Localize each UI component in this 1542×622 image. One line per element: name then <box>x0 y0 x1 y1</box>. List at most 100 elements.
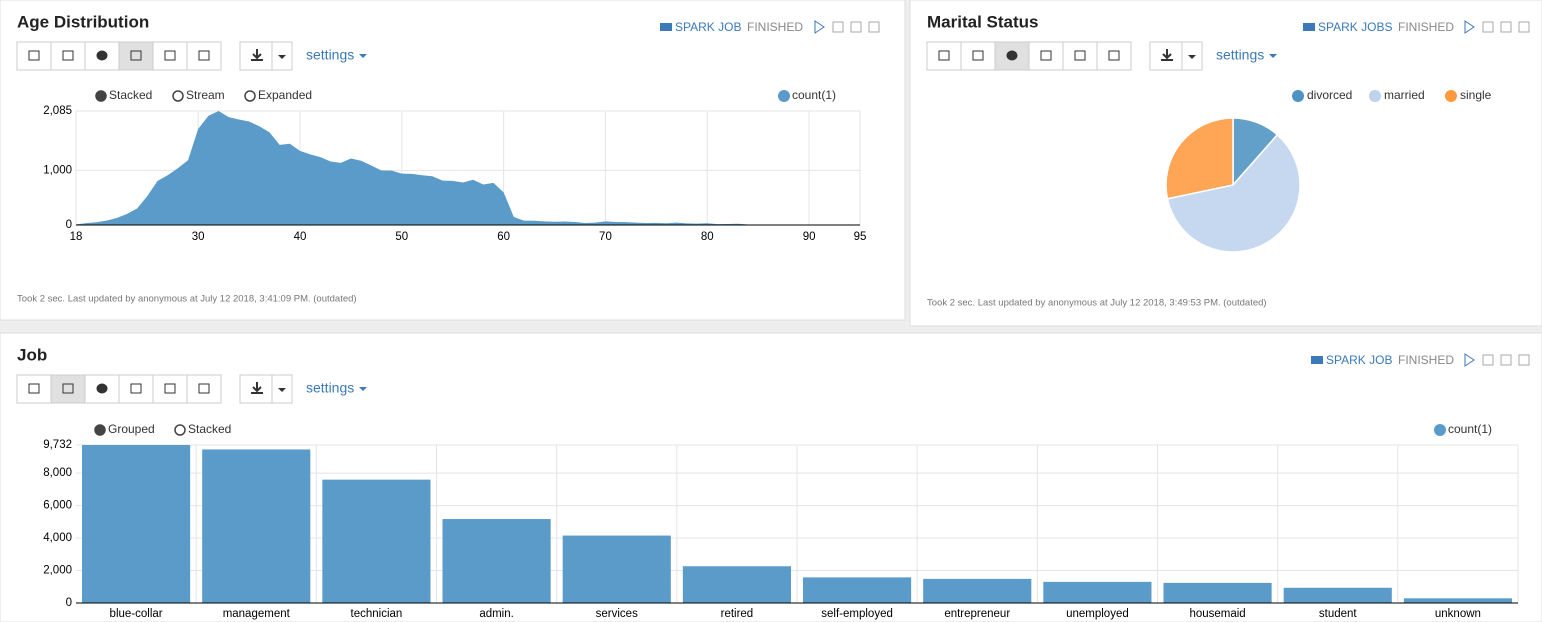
bar <box>322 479 431 603</box>
view-icon <box>198 383 210 394</box>
x-tick-label: management <box>223 608 291 620</box>
run-button[interactable] <box>1464 353 1475 367</box>
download-button[interactable] <box>239 41 293 71</box>
legend-label: count(1) <box>1448 422 1492 436</box>
view-button[interactable] <box>1062 41 1098 71</box>
view-button[interactable] <box>186 41 222 71</box>
x-tick-label: 50 <box>395 231 408 243</box>
x-tick-label: 40 <box>294 231 307 243</box>
view-icon <box>1006 50 1018 61</box>
bar <box>442 519 551 603</box>
spark-job-link[interactable]: SPARK JOB <box>1326 353 1392 367</box>
view-button[interactable] <box>118 374 154 404</box>
view-button[interactable] <box>1028 41 1064 71</box>
view-button[interactable] <box>960 41 996 71</box>
panel-title: Age Distribution <box>17 12 149 31</box>
run-button[interactable] <box>814 20 825 34</box>
view-icon <box>164 383 176 394</box>
mode-radio[interactable] <box>172 90 184 102</box>
legend-swatch <box>778 90 790 102</box>
tool-icon[interactable] <box>832 21 844 33</box>
bar <box>1283 587 1392 603</box>
x-tick-label: admin. <box>479 608 514 620</box>
bar <box>82 445 191 603</box>
mode-label[interactable]: Stacked <box>188 422 231 436</box>
tool-icon[interactable] <box>1500 354 1512 366</box>
view-button[interactable] <box>16 374 52 404</box>
tool-icon[interactable] <box>1500 21 1512 33</box>
tool-icon[interactable] <box>1482 354 1494 366</box>
view-icon <box>96 383 108 394</box>
tool-icon[interactable] <box>1482 21 1494 33</box>
bar <box>562 535 671 603</box>
spark-job-link[interactable]: SPARK JOB <box>675 20 741 34</box>
x-tick-label: 90 <box>803 231 816 243</box>
view-icon <box>130 383 142 394</box>
legend-label: count(1) <box>792 88 836 102</box>
view-button[interactable] <box>16 41 52 71</box>
caret <box>278 55 286 59</box>
x-tick-label: 30 <box>192 231 205 243</box>
bar <box>682 566 791 603</box>
view-icon <box>62 383 74 394</box>
bar <box>1043 581 1152 603</box>
view-button[interactable] <box>152 41 188 71</box>
x-tick-label: 60 <box>497 231 510 243</box>
mode-radio[interactable] <box>244 90 256 102</box>
run-button[interactable] <box>1464 20 1475 34</box>
y-tick-label: 0 <box>66 597 72 609</box>
view-button[interactable] <box>186 374 222 404</box>
tool-icon[interactable] <box>850 21 862 33</box>
view-icon <box>1040 50 1052 61</box>
mode-radio[interactable] <box>174 424 186 436</box>
panel-title: Marital Status <box>927 12 1038 31</box>
mode-label[interactable]: Expanded <box>258 88 312 102</box>
settings-link[interactable]: settings <box>306 47 354 63</box>
y-tick-label: 0 <box>66 219 72 231</box>
legend-swatch <box>1369 90 1381 102</box>
caret <box>1188 55 1196 59</box>
job-icon <box>1311 356 1323 364</box>
status: FINISHED <box>747 20 803 34</box>
view-button[interactable] <box>152 374 188 404</box>
caret <box>359 387 367 391</box>
view-icon <box>28 50 40 61</box>
spark-job-link[interactable]: SPARK JOBS <box>1318 20 1392 34</box>
y-tick-label: 1,000 <box>43 164 72 176</box>
mode-radio[interactable] <box>95 90 107 102</box>
tool-icon[interactable] <box>1518 354 1530 366</box>
legend-swatch <box>1292 90 1304 102</box>
view-icon <box>96 50 108 61</box>
view-icon <box>198 50 210 61</box>
view-icon <box>28 383 40 394</box>
mode-label[interactable]: Grouped <box>108 422 155 436</box>
view-button[interactable] <box>50 41 86 71</box>
view-button[interactable] <box>926 41 962 71</box>
bar <box>1163 582 1272 603</box>
tool-icon[interactable] <box>868 21 880 33</box>
settings-link[interactable]: settings <box>306 380 354 396</box>
view-icon <box>938 50 950 61</box>
caret <box>359 54 367 58</box>
status: FINISHED <box>1398 20 1454 34</box>
x-tick-label: entrepreneur <box>944 608 1010 620</box>
view-button[interactable] <box>50 374 86 404</box>
mode-radio[interactable] <box>94 424 106 436</box>
caret <box>278 388 286 392</box>
view-icon <box>1074 50 1086 61</box>
x-tick-label: technician <box>351 608 403 620</box>
tool-icon[interactable] <box>1518 21 1530 33</box>
mode-label[interactable]: Stacked <box>109 88 152 102</box>
y-tick-label: 4,000 <box>43 532 72 544</box>
view-button[interactable] <box>118 41 154 71</box>
x-tick-label: 80 <box>701 231 714 243</box>
view-button[interactable] <box>1096 41 1132 71</box>
y-tick-label: 2,085 <box>43 105 72 117</box>
panel-title: Job <box>17 345 47 364</box>
view-icon <box>130 50 142 61</box>
pie-slice <box>1166 133 1301 253</box>
settings-link[interactable]: settings <box>1216 47 1264 63</box>
mode-label[interactable]: Stream <box>186 88 225 102</box>
x-tick-label: retired <box>721 608 754 620</box>
